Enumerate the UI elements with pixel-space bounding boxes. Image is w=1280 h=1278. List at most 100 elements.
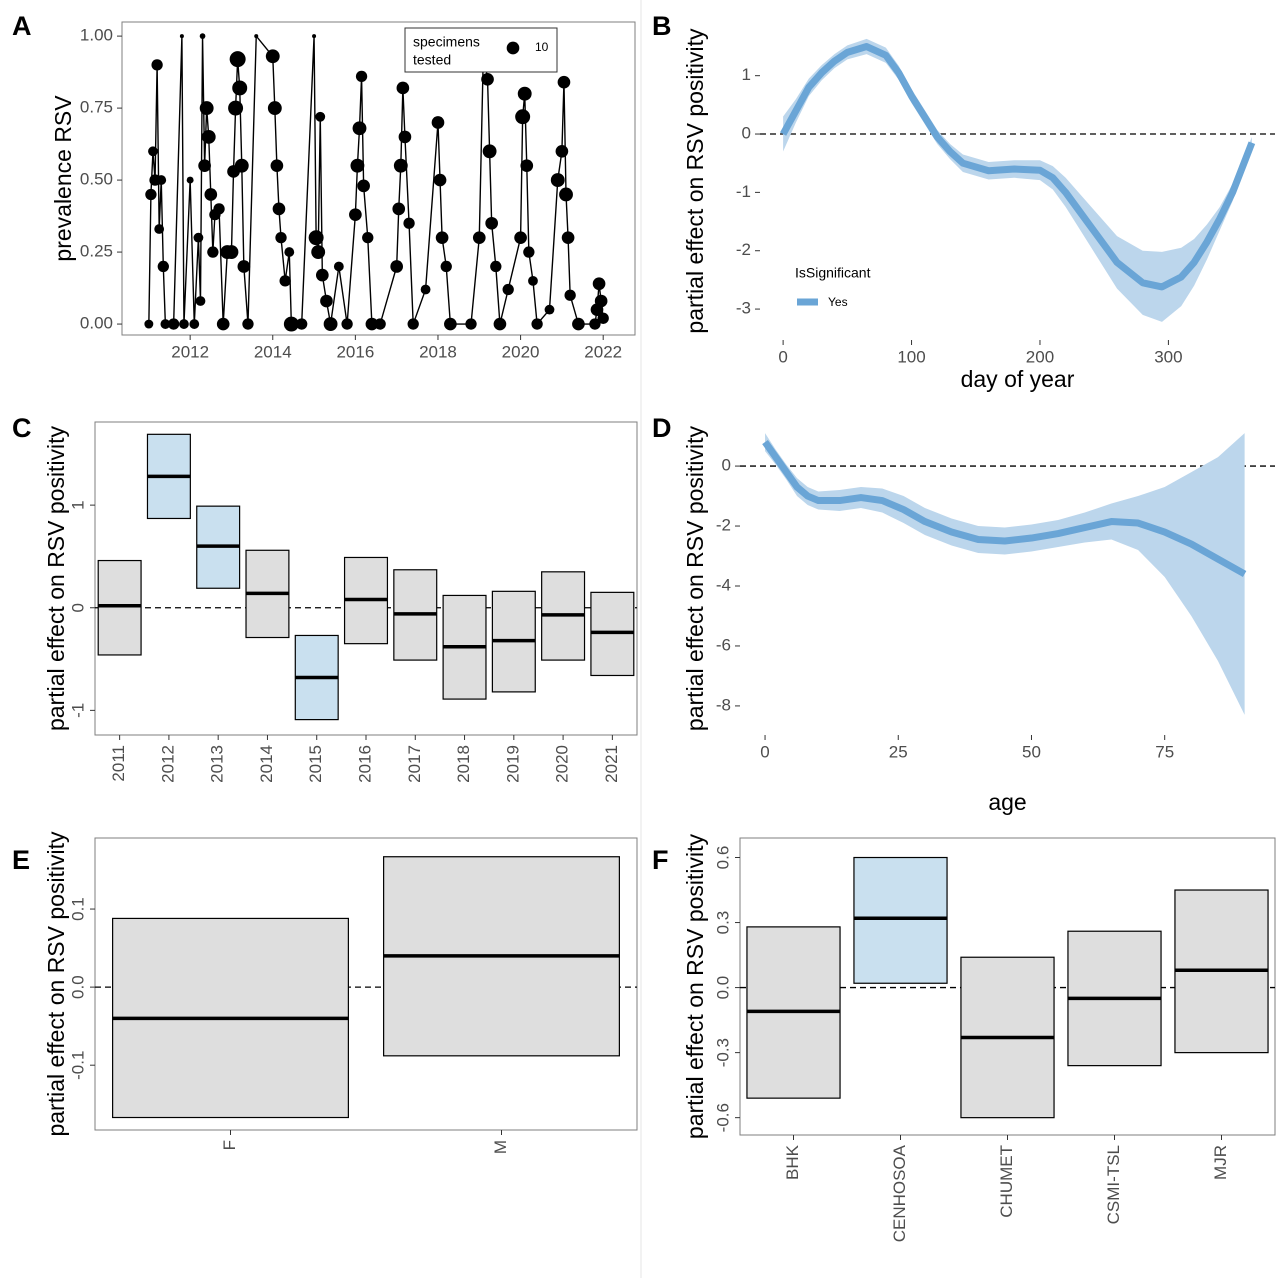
data-point	[365, 317, 379, 331]
x-tick-label: 2020	[502, 342, 540, 361]
y-tick-label: 0.00	[80, 314, 113, 333]
x-axis-label: age	[988, 789, 1026, 815]
y-tick-label: 0.0	[68, 975, 87, 999]
y-tick-label: 0.75	[80, 98, 113, 117]
y-tick-label: -1	[68, 703, 87, 718]
legend-swatch	[506, 41, 520, 55]
x-tick-label: F	[220, 1140, 239, 1150]
data-point	[514, 231, 527, 244]
data-point	[154, 224, 165, 234]
data-point	[493, 317, 507, 331]
data-point	[167, 318, 180, 330]
data-point	[296, 318, 308, 330]
data-point	[355, 70, 368, 83]
legend-label: Yes	[828, 295, 848, 309]
legend-title: tested	[413, 52, 451, 68]
x-tick-label: 2011	[109, 745, 128, 782]
x-tick-label: 2018	[454, 745, 473, 783]
x-tick-label: 2013	[208, 745, 227, 783]
data-point	[323, 317, 338, 331]
y-tick-label: -2	[736, 240, 751, 259]
data-point	[201, 129, 216, 144]
data-point	[311, 245, 326, 259]
smooth-line	[762, 440, 1247, 578]
data-point	[433, 173, 447, 187]
data-point	[308, 230, 324, 246]
x-tick-label: 2019	[503, 745, 522, 783]
data-point	[267, 101, 282, 116]
data-point	[374, 318, 386, 330]
data-point	[544, 304, 555, 315]
data-point	[179, 319, 189, 329]
data-point	[559, 187, 573, 202]
data-point	[431, 116, 445, 129]
y-axis-label: partial effect on RSV positivity	[682, 425, 708, 731]
data-point	[420, 284, 431, 295]
x-tick-label: CSMI-TSL	[1104, 1145, 1123, 1224]
data-point	[198, 159, 211, 173]
data-point	[213, 203, 225, 215]
data-point	[341, 318, 353, 330]
y-tick-label: 0.0	[713, 976, 732, 1000]
data-point	[572, 317, 585, 331]
plot-frame	[94, 837, 638, 1131]
x-tick-label: 2014	[257, 745, 276, 783]
data-point	[485, 216, 498, 230]
x-tick-label: 2012	[171, 342, 209, 361]
legend-title: IsSignificant	[795, 265, 871, 281]
data-point	[242, 318, 254, 330]
x-tick-label: 50	[1022, 742, 1041, 761]
y-tick-label: 0.1	[68, 897, 87, 921]
data-point	[502, 283, 514, 296]
data-point	[594, 294, 608, 308]
y-tick-label: 0.3	[713, 911, 732, 935]
y-tick-label: 0	[722, 456, 731, 475]
data-point	[396, 81, 410, 95]
data-point	[157, 260, 169, 273]
data-point	[144, 319, 154, 329]
y-tick-label: -3	[736, 299, 751, 318]
data-point	[284, 247, 295, 257]
data-point	[465, 318, 477, 330]
x-tick-label: 25	[889, 742, 908, 761]
y-tick-label: -2	[716, 516, 731, 535]
data-point	[186, 176, 194, 184]
data-point	[407, 318, 419, 330]
data-point	[283, 316, 299, 332]
data-point	[481, 72, 494, 86]
y-tick-label: 0.50	[80, 170, 113, 189]
data-point	[272, 202, 286, 216]
plot-frame	[121, 21, 636, 336]
y-tick-label: -8	[716, 695, 731, 714]
data-point	[444, 317, 457, 331]
data-point	[435, 231, 449, 244]
data-point	[232, 80, 248, 96]
legend-box	[404, 27, 558, 73]
data-point	[189, 319, 200, 329]
x-tick-label: 2020	[553, 745, 572, 783]
data-point	[392, 202, 406, 216]
panel: -1 0 1 2011 2012 2013 2014 2015 2016 2017 2018 2019…	[12, 413, 638, 783]
data-point	[229, 51, 246, 68]
data-point	[550, 173, 565, 188]
x-tick-label: 75	[1155, 742, 1174, 761]
y-tick-label: 1.00	[80, 26, 113, 45]
data-point	[350, 158, 365, 173]
y-tick-label: -0.1	[68, 1051, 87, 1080]
y-tick-label: 1	[68, 500, 87, 509]
data-point	[561, 231, 575, 244]
data-point	[270, 159, 284, 173]
smooth-line	[780, 43, 1256, 291]
data-point	[204, 188, 218, 201]
x-axis-label: day of year	[961, 366, 1075, 392]
data-point	[490, 260, 502, 273]
data-point	[333, 261, 344, 272]
x-tick-label: 2012	[158, 745, 177, 783]
x-tick-label: 100	[897, 347, 925, 366]
x-tick-label: BHK	[783, 1144, 802, 1180]
data-point	[531, 318, 543, 330]
x-tick-label: 2014	[254, 342, 292, 361]
y-tick-label: 0.25	[80, 242, 113, 261]
